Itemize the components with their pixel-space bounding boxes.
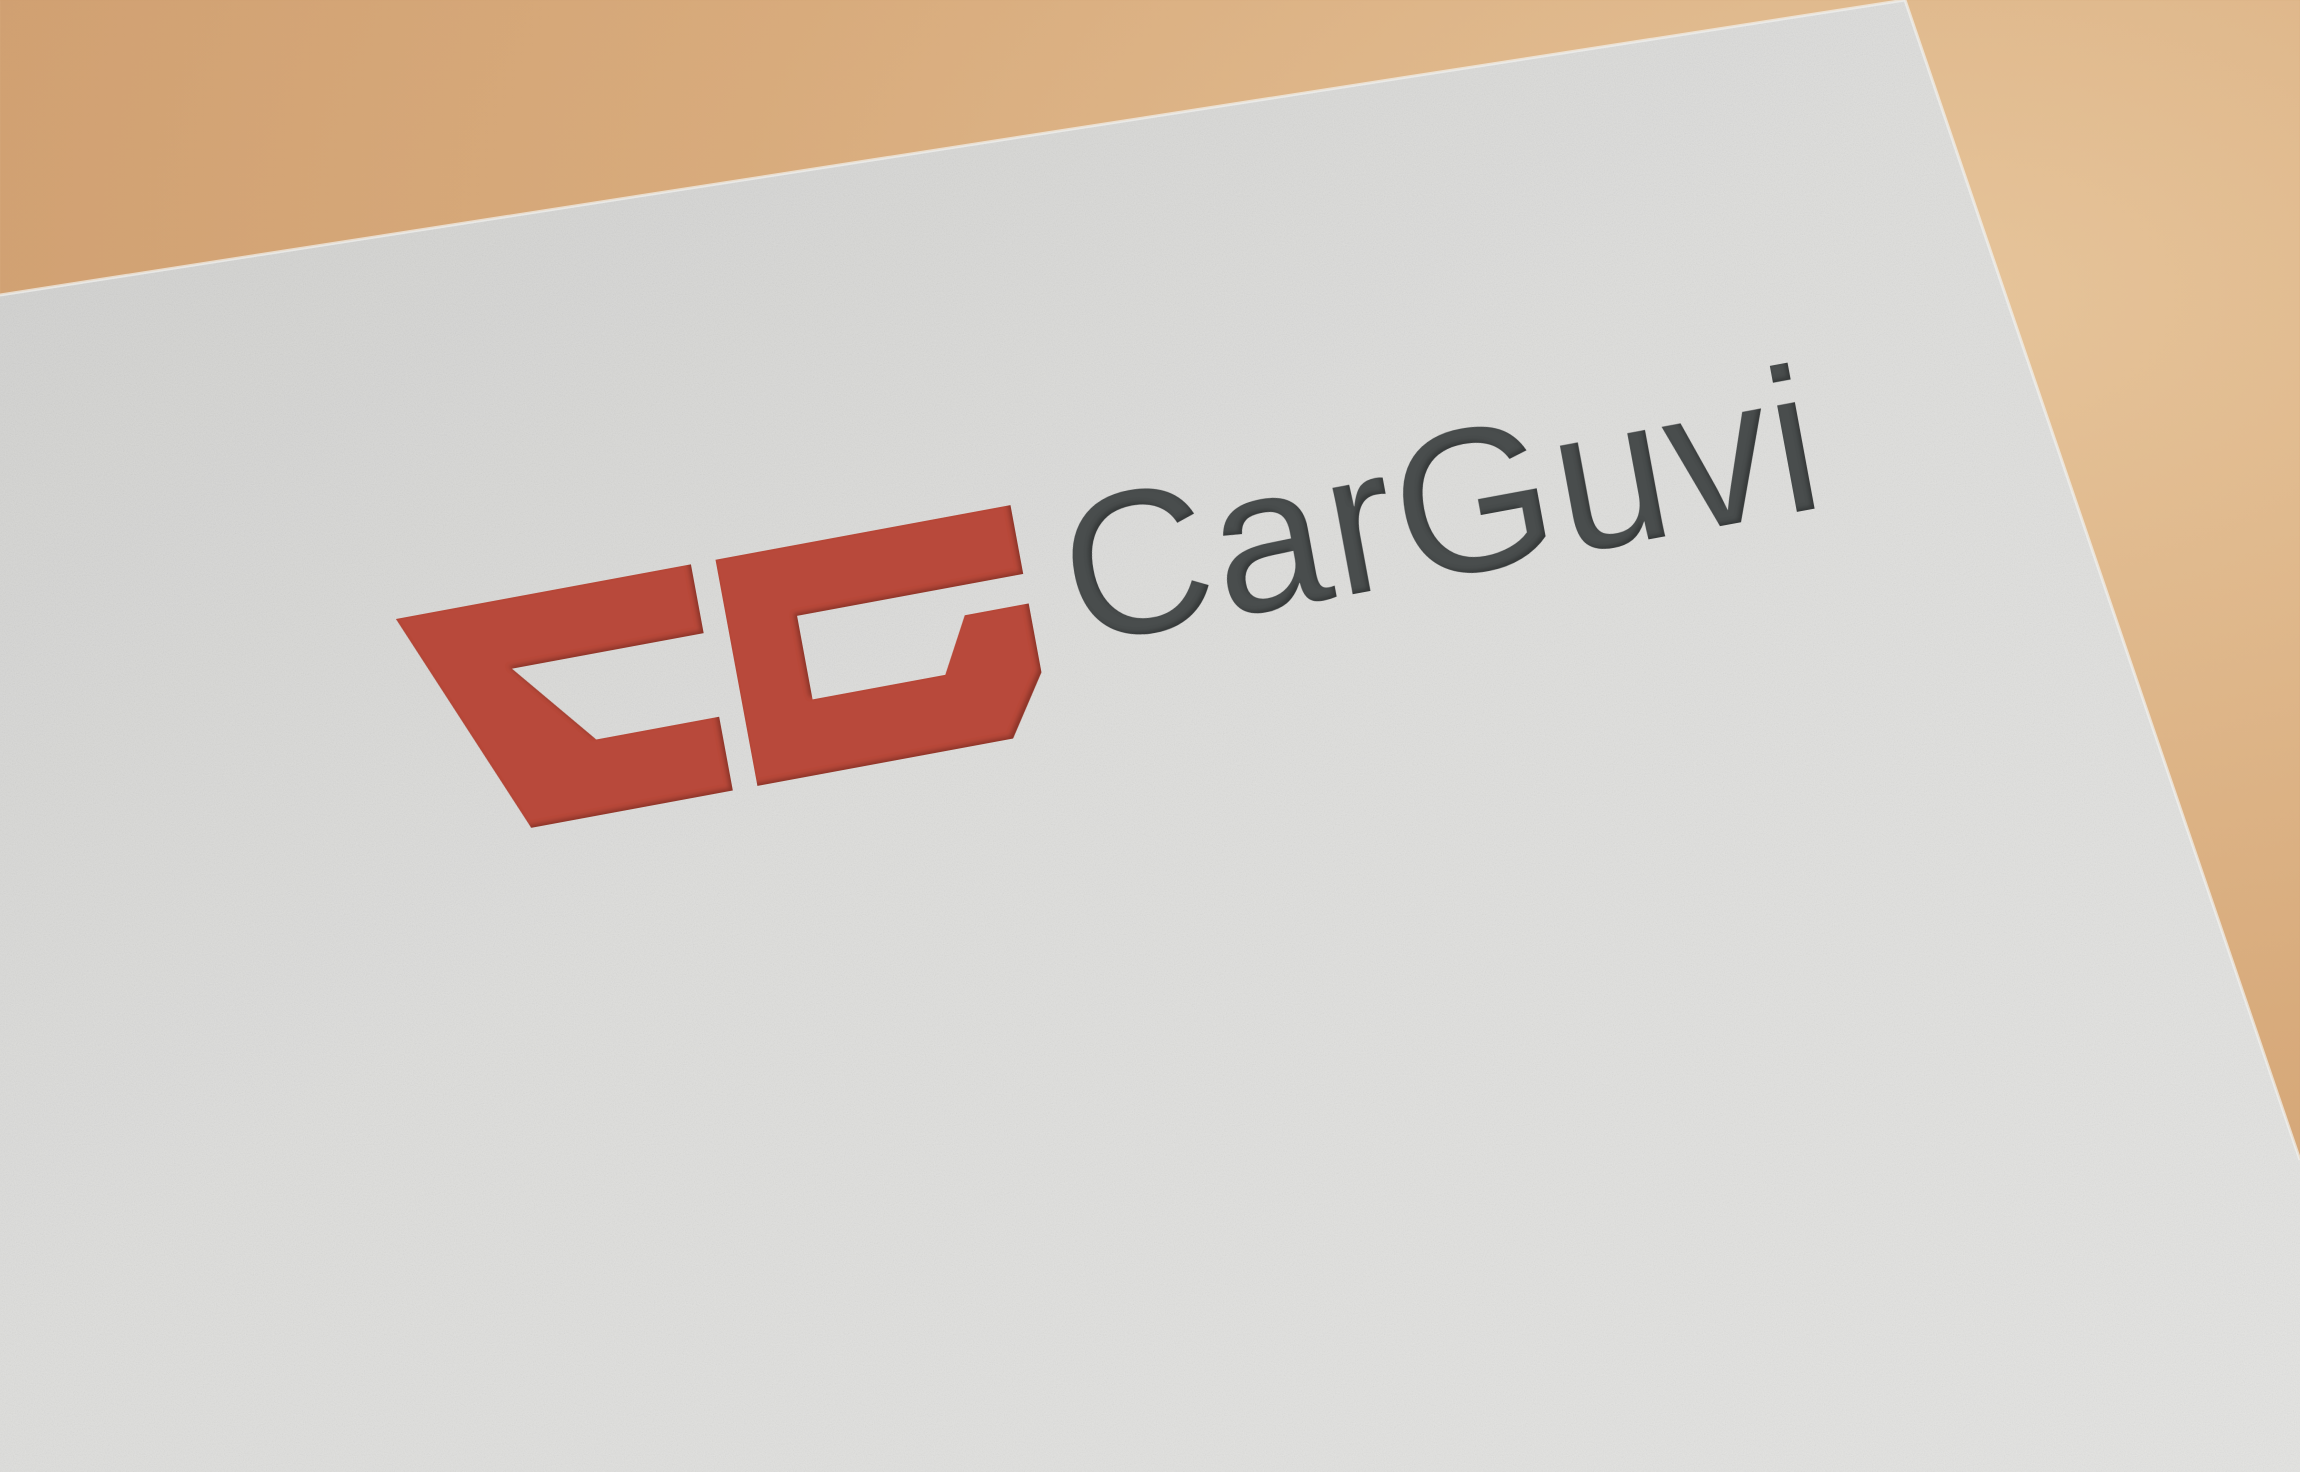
- monogram-g-icon: [715, 505, 1042, 786]
- paper-edge: [0, 0, 2300, 1161]
- monogram-c-icon: [395, 564, 733, 828]
